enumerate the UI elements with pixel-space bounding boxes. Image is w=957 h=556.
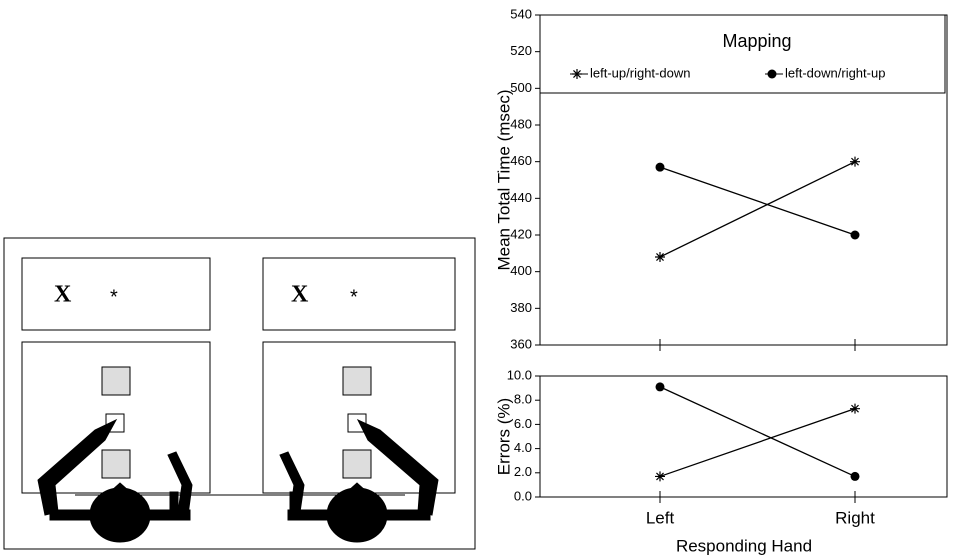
series-line bbox=[659, 408, 856, 478]
y-tick-label: 400 bbox=[510, 263, 532, 278]
symbol: * bbox=[350, 286, 358, 308]
x-tick-label: Left bbox=[646, 508, 675, 527]
y-tick-label: 380 bbox=[510, 300, 532, 315]
point bbox=[767, 69, 777, 79]
hand bbox=[289, 491, 299, 518]
y-tick-label: 420 bbox=[510, 226, 532, 241]
y-tick-label: 480 bbox=[510, 116, 532, 131]
y-tick-label: 4.0 bbox=[514, 440, 532, 455]
y-tick-label: 360 bbox=[510, 336, 532, 351]
series-line bbox=[659, 161, 856, 258]
y-tick-label: 500 bbox=[510, 80, 532, 95]
key bbox=[342, 449, 372, 479]
y-axis-label: Mean Total Time (msec) bbox=[494, 89, 513, 270]
series-line bbox=[659, 386, 856, 478]
keys bbox=[101, 366, 372, 479]
head bbox=[326, 487, 388, 543]
arm bbox=[37, 418, 118, 516]
y-tick-label: 540 bbox=[510, 6, 532, 21]
stimulus-symbol: * bbox=[110, 286, 118, 308]
key bbox=[101, 366, 131, 396]
y-tick-label: 520 bbox=[510, 43, 532, 58]
legend-label: left-up/right-down bbox=[590, 65, 690, 80]
figures bbox=[37, 418, 439, 543]
stimulus-letter: X bbox=[291, 282, 309, 308]
hand bbox=[169, 491, 179, 518]
series-line bbox=[659, 166, 856, 236]
point bbox=[655, 382, 665, 392]
point bbox=[850, 471, 860, 481]
y-tick-label: 460 bbox=[510, 153, 532, 168]
point bbox=[655, 162, 665, 172]
x-tick-label: Right bbox=[835, 508, 875, 527]
key bbox=[342, 366, 372, 396]
stimulus-letter: X bbox=[54, 282, 72, 308]
y-tick-label: 6.0 bbox=[514, 416, 532, 431]
point bbox=[655, 252, 665, 262]
y-tick-label: 2.0 bbox=[514, 464, 532, 479]
point bbox=[850, 403, 860, 414]
point bbox=[572, 69, 582, 79]
point bbox=[655, 471, 665, 482]
point bbox=[850, 156, 860, 167]
nose bbox=[108, 482, 132, 493]
key bbox=[101, 449, 131, 479]
display-box bbox=[262, 257, 456, 331]
diagram: X * X * bbox=[3, 237, 476, 550]
y-tick-label: 0.0 bbox=[514, 488, 532, 503]
legend-box bbox=[539, 14, 946, 94]
legend-title: Mapping bbox=[722, 31, 791, 51]
nose bbox=[345, 482, 369, 493]
y-axis-label: Errors (%) bbox=[494, 398, 513, 475]
y-tick-label: 10.0 bbox=[507, 367, 532, 382]
x-axis-label: Responding Hand bbox=[676, 536, 812, 555]
diagram-frame bbox=[3, 237, 476, 550]
arm bbox=[356, 418, 439, 516]
y-tick-label: 440 bbox=[510, 190, 532, 205]
legend-label: left-down/right-up bbox=[785, 65, 885, 80]
head bbox=[89, 487, 151, 543]
plot-frame bbox=[539, 375, 948, 498]
display-box bbox=[21, 257, 211, 331]
y-tick-label: 8.0 bbox=[514, 392, 532, 407]
point bbox=[850, 230, 860, 240]
